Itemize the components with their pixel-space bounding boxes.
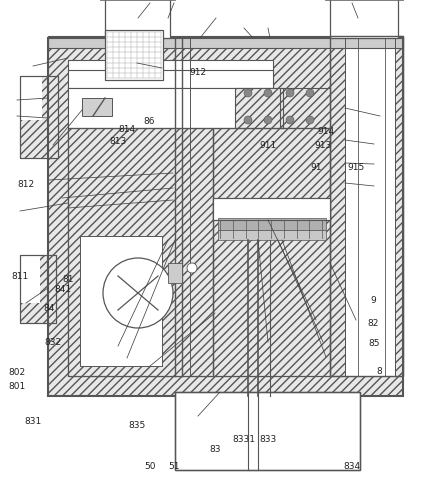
Circle shape: [264, 117, 272, 125]
Bar: [345, 39, 395, 376]
Bar: [330, 37, 403, 376]
Text: 911: 911: [259, 141, 276, 150]
Bar: [20, 256, 56, 324]
Text: 833: 833: [259, 434, 276, 443]
Circle shape: [286, 117, 294, 125]
Bar: [213, 129, 330, 376]
Text: 914: 914: [317, 126, 334, 135]
Text: 813: 813: [109, 137, 127, 146]
Text: 811: 811: [11, 271, 29, 280]
Circle shape: [286, 90, 294, 98]
Text: 51: 51: [168, 462, 180, 470]
Text: 831: 831: [24, 416, 42, 425]
Bar: [105, 31, 163, 81]
Text: 83: 83: [210, 445, 221, 453]
Bar: [325, 0, 403, 1]
Bar: [48, 39, 403, 396]
Text: 912: 912: [190, 68, 206, 77]
Bar: [20, 256, 56, 324]
Bar: [100, 0, 175, 1]
Bar: [68, 129, 213, 376]
Circle shape: [244, 117, 252, 125]
Text: 801: 801: [8, 381, 26, 390]
Bar: [175, 392, 360, 470]
Bar: [330, 0, 398, 39]
Bar: [68, 89, 278, 129]
Bar: [20, 77, 58, 159]
Circle shape: [103, 259, 173, 328]
Bar: [20, 77, 58, 159]
Bar: [235, 89, 283, 129]
Circle shape: [187, 264, 197, 273]
Text: 8331: 8331: [233, 434, 256, 443]
Bar: [218, 230, 326, 241]
Bar: [20, 256, 40, 304]
Bar: [280, 89, 330, 129]
Text: 85: 85: [368, 338, 380, 347]
Bar: [48, 37, 403, 49]
Text: 8: 8: [376, 366, 382, 375]
Bar: [48, 39, 403, 396]
Bar: [235, 89, 283, 129]
Bar: [330, 37, 403, 376]
Text: 812: 812: [18, 180, 35, 189]
Bar: [20, 77, 42, 121]
Text: 802: 802: [8, 367, 25, 376]
Circle shape: [306, 90, 314, 98]
Bar: [213, 199, 330, 221]
Bar: [213, 199, 330, 221]
Bar: [68, 61, 273, 376]
Bar: [175, 392, 360, 470]
Bar: [168, 264, 182, 284]
Bar: [218, 219, 326, 230]
Text: 915: 915: [347, 163, 364, 171]
Bar: [280, 89, 330, 129]
Bar: [213, 129, 330, 376]
Bar: [68, 129, 213, 376]
Bar: [178, 395, 357, 467]
Text: 913: 913: [315, 141, 332, 150]
Bar: [105, 0, 170, 39]
Text: 834: 834: [344, 462, 360, 470]
Bar: [20, 256, 56, 324]
Circle shape: [264, 90, 272, 98]
Text: 81: 81: [62, 275, 74, 284]
Text: 841: 841: [54, 285, 71, 293]
Text: 50: 50: [144, 462, 155, 470]
Bar: [80, 237, 162, 366]
Text: 9: 9: [370, 296, 376, 305]
Text: 82: 82: [367, 319, 379, 327]
Circle shape: [306, 117, 314, 125]
Bar: [345, 39, 395, 376]
Bar: [82, 99, 112, 117]
Circle shape: [244, 90, 252, 98]
Text: 832: 832: [44, 337, 61, 346]
Text: 91: 91: [310, 163, 322, 171]
Text: 84: 84: [44, 303, 55, 312]
Text: 86: 86: [144, 117, 155, 125]
Text: 814: 814: [118, 125, 135, 134]
Bar: [68, 71, 273, 89]
Bar: [105, 31, 163, 81]
Text: 835: 835: [128, 420, 146, 429]
Bar: [20, 77, 58, 159]
